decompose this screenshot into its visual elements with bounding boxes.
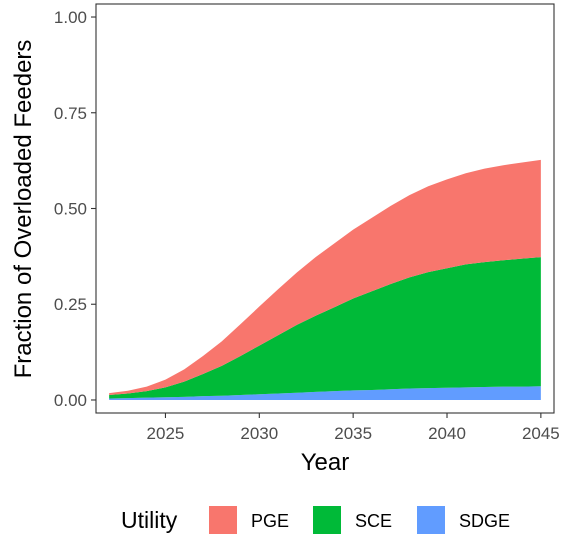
x-tick-label: 2040 <box>428 424 466 443</box>
legend-label-sce: SCE <box>355 511 392 531</box>
x-tick-label: 2045 <box>522 424 560 443</box>
legend-label-pge: PGE <box>251 511 289 531</box>
x-tick-label: 2025 <box>147 424 185 443</box>
legend-key-pge <box>209 506 237 534</box>
y-tick-label: 0.00 <box>54 391 87 410</box>
legend-label-sdge: SDGE <box>459 511 510 531</box>
x-axis-ticks: 2025 2030 2035 2040 2045 <box>147 413 560 443</box>
y-axis-ticks: 0.00 0.25 0.50 0.75 1.00 <box>54 8 96 410</box>
y-tick-label: 0.50 <box>54 200 87 219</box>
area-pge <box>109 159 541 396</box>
area-sdge <box>109 386 541 400</box>
area-layers <box>109 159 541 400</box>
legend-key-sce <box>313 506 341 534</box>
y-tick-label: 0.75 <box>54 104 87 123</box>
x-tick-label: 2030 <box>240 424 278 443</box>
legend-key-sdge <box>417 506 445 534</box>
legend-title: Utility <box>121 507 178 533</box>
x-axis-title: Year <box>301 449 350 476</box>
legend: Utility PGE SCE SDGE <box>121 506 510 534</box>
y-axis-title: Fraction of Overloaded Feeders <box>10 40 37 379</box>
y-tick-label: 0.25 <box>54 295 87 314</box>
x-tick-label: 2035 <box>334 424 372 443</box>
y-tick-label: 1.00 <box>54 8 87 27</box>
area-sce <box>109 257 541 399</box>
